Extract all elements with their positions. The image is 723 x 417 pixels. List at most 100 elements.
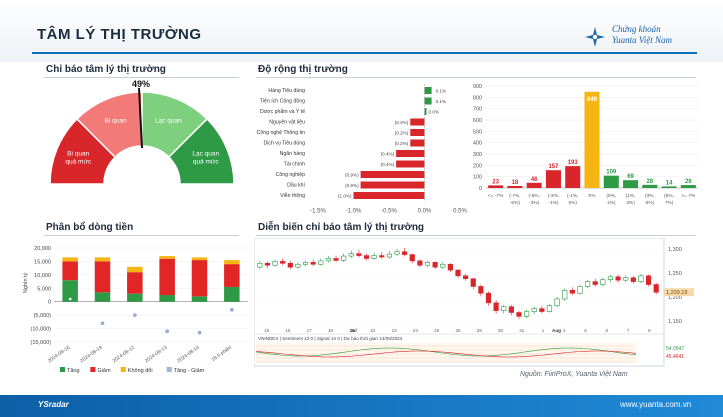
dist-y-tick: 900 [473,84,482,90]
price-axis-tick: 1,150 [668,319,682,325]
sector-bar-label: (0.2%) [395,131,409,136]
candle-body [371,255,377,259]
candle-body [386,253,392,258]
date-tick: 1 [542,328,545,333]
dist-category-label: (-5%, [528,193,539,199]
sector-bar-label: (0.2%) [395,120,409,125]
dist-bar [680,185,696,188]
candle-body [501,306,507,311]
flow-date-label: 2024-08-16 [47,345,72,365]
candle-body [440,263,446,268]
dist-bar [584,91,600,188]
flow-bar-segment [62,280,78,302]
candle-body [394,251,400,255]
date-tick: 2 [563,328,566,333]
dist-category-label: (-3%, [548,193,559,199]
dist-bar [565,166,581,188]
candle-body [524,311,530,317]
sector-axis-tick: -0.5% [381,209,397,215]
gauge-zone-label: Bi quan [105,117,127,124]
candle-body [653,284,659,293]
sentiment-line [255,347,637,357]
sector-name: Dầu khí [287,183,305,189]
flow-bar-segment [94,261,111,293]
flow-legend-swatch [60,367,65,372]
date-tick: 26 [455,328,461,333]
candle-body [363,255,370,259]
price-axis-tick: 1,250 [668,271,682,277]
candle-body [463,275,469,280]
logo-line2: Yuanta Việt Nam [612,35,673,45]
candle-body [402,251,408,255]
candle-body [600,279,606,285]
sector-bar-label: (0.4%) [381,152,395,157]
sector-axis-tick: 0.5% [453,209,467,215]
flow-bar-segment [159,256,175,259]
candle-body [630,277,636,282]
sector-name: Tiện ích Cộng đồng [260,99,305,105]
flow-legend-label: Giảm [97,368,111,374]
flow-date-label: 18.5 phiên [210,345,233,363]
sector-name: Nguyên vật liệu [269,120,305,126]
candle-body [295,263,301,268]
gauge-zone-label: Lạc quan [155,117,182,124]
flow-date-label: 2024-08-14 [176,345,201,365]
money-flow-title-rule [44,235,239,236]
dist-bar [507,185,523,188]
money-flow-chart: 20,000 15,000 10,000 5,000 0 (5,000) (10,000) (… [22,246,248,374]
flow-y-tick: 5,000 [37,286,51,292]
dist-category-label: 7%) [665,200,674,206]
dist-bar [603,175,619,188]
flow-y-tick: 15,000 [34,259,51,265]
candle-body [470,278,476,287]
candle-body [257,262,263,268]
dist-category-label: >= 7% [681,193,696,199]
sector-bar-label: (0.4%) [381,162,395,167]
footer-website-link[interactable]: www.yuanta.com.vn [620,400,692,409]
sector-bar [396,150,425,157]
dist-bar [642,184,658,188]
candle-body [638,275,644,282]
flow-y-tick: 0 [48,300,51,306]
date-tick: 6 [606,328,609,333]
candle-body [623,277,629,281]
flow-legend-label: Không đổi [128,367,153,374]
sector-bar-label: (0.9%) [345,183,359,188]
flow-y-tick: 20,000 [34,246,51,252]
dist-category-label: (3%, [645,193,655,199]
date-tick: 22 [370,328,376,333]
candle-body [584,281,591,287]
dist-category-label: -3%) [529,200,540,206]
candle-body [264,262,271,266]
candle-body [455,269,461,277]
candle-body [432,262,438,268]
gauge-value-label: 49% [132,80,150,89]
breadth-title-rule [256,77,696,78]
date-tick: 17 [307,328,313,333]
flow-y-tick: (15,000) [31,340,52,346]
date-tick: 24 [413,328,419,333]
date-tick: 31 [519,328,525,333]
candle-body [531,308,537,312]
dist-y-tick: 300 [473,152,482,158]
dist-category-label: 5%) [646,200,655,206]
sector-name: Viễn thông [280,192,305,199]
price-change-distribution-chart: 900 800 700 600 500 400 300 200 100 0 23 <= -7% 18 (… [473,84,698,206]
dist-category-label: (1%, [626,193,636,199]
page-header [0,0,723,62]
indicator-caption: VNINDEX | Sentiment 12 0 | Signal 14 0 |… [258,336,403,341]
candle-body [272,261,278,266]
candle-body [409,254,415,262]
candle-body [485,292,492,304]
date-tick: 23 [392,328,398,333]
sector-bar [360,171,425,178]
flow-bar-segment [62,257,78,262]
flow-net-marker [100,321,105,326]
dist-bar [526,182,542,188]
candle-body [508,306,514,313]
date-tick: 18 [328,328,334,333]
dist-y-tick: 200 [473,163,482,169]
flow-net-marker [229,307,234,312]
sector-bar [424,87,432,94]
dist-category-label: (5%, [664,193,674,199]
